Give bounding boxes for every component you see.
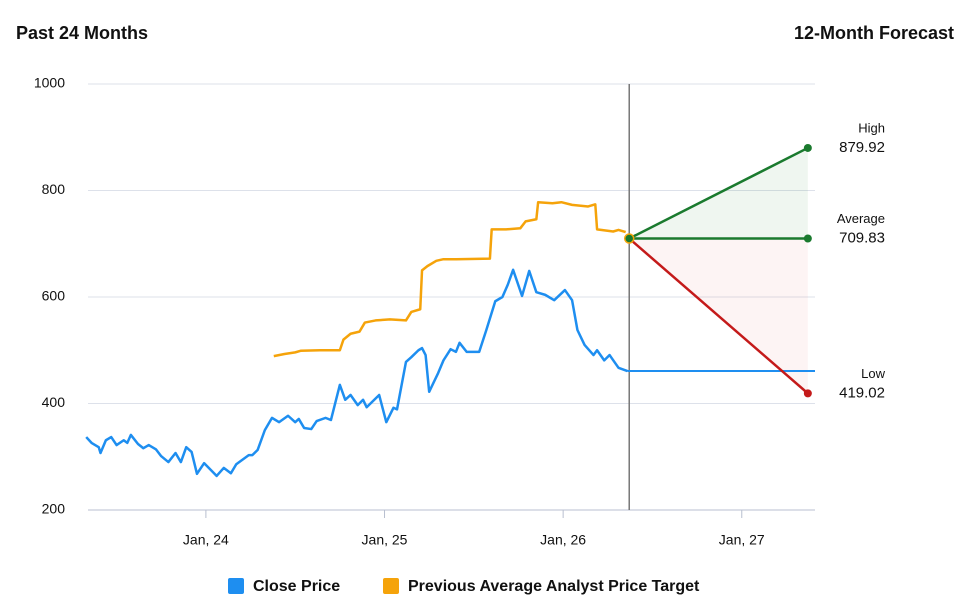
forecast-label: Low	[861, 366, 885, 381]
left-title: Past 24 Months	[16, 23, 148, 43]
legend-label: Previous Average Analyst Price Target	[408, 578, 700, 595]
forecast-start-dot	[623, 233, 635, 244]
forecast-dot	[803, 143, 812, 152]
y-tick-label: 400	[42, 394, 66, 410]
x-tick-label: Jan, 24	[183, 532, 229, 548]
forecast-label: Average	[837, 211, 885, 226]
x-tick-label: Jan, 25	[362, 532, 408, 548]
right-title: 12-Month Forecast	[794, 23, 954, 43]
forecast-line	[628, 146, 809, 240]
y-tick-label: 200	[42, 501, 66, 517]
forecast-dot	[803, 234, 812, 243]
forecast-label: High	[858, 120, 885, 135]
forecast-line	[628, 237, 809, 395]
x-tick-label: Jan, 27	[719, 532, 765, 548]
legend-swatch	[383, 578, 399, 594]
y-tick-label: 1000	[34, 75, 65, 91]
series-line	[273, 200, 627, 358]
forecast-value: 419.02	[839, 384, 885, 401]
legend-label: Close Price	[253, 578, 340, 595]
x-tick-label: Jan, 26	[540, 532, 586, 548]
forecast-dot	[803, 389, 812, 398]
forecast-value: 709.83	[839, 229, 885, 246]
forecast-value: 879.92	[839, 139, 885, 156]
y-tick-label: 600	[42, 288, 66, 304]
series-line	[85, 268, 628, 478]
legend-swatch	[228, 578, 244, 594]
y-tick-label: 800	[42, 181, 66, 197]
